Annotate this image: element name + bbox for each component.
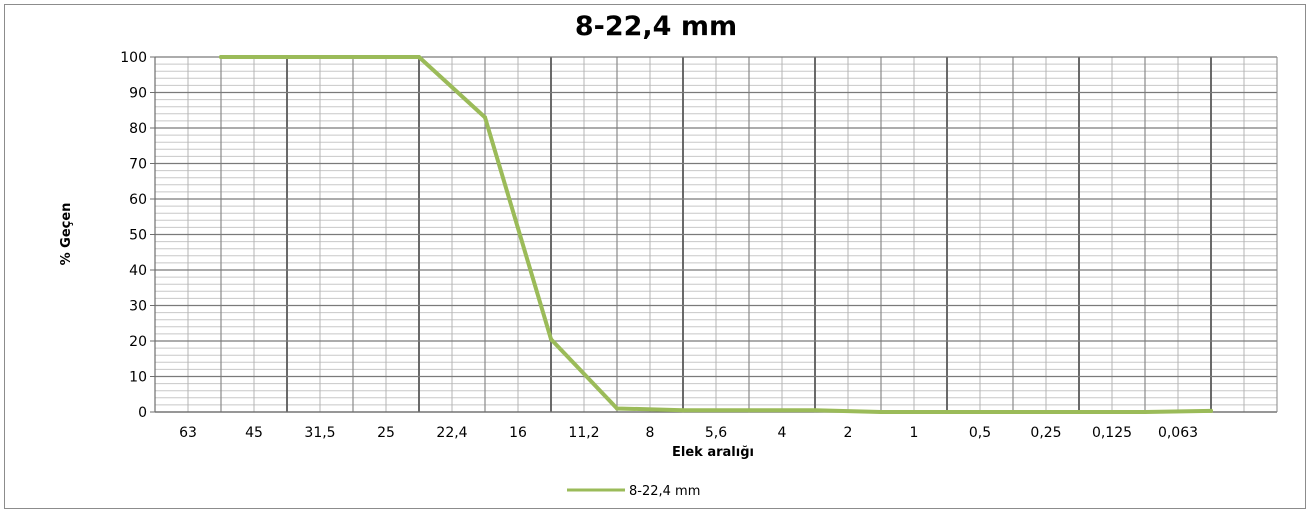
- data-point: [879, 410, 883, 414]
- data-point: [945, 410, 949, 414]
- x-tick-label: 31,5: [304, 425, 335, 441]
- x-tick-label: 11,2: [568, 425, 599, 441]
- y-tick-label: 100: [120, 50, 147, 66]
- x-axis-tick-labels: 63 45 31,5 25 22,4 16 11,2 8 5,6 4 2 1 0,5 0,25 0,125 0…: [179, 425, 1198, 441]
- y-axis-title: % Geçen: [59, 203, 74, 266]
- data-point: [483, 115, 487, 120]
- x-tick-label: 0,5: [969, 425, 991, 441]
- x-tick-label: 8: [646, 425, 655, 441]
- data-point: [681, 408, 685, 413]
- series-layer: [219, 55, 1213, 414]
- data-point: [219, 55, 223, 59]
- x-tick-label: 63: [179, 425, 197, 441]
- data-point: [747, 408, 751, 413]
- legend: 8-22,4 mm: [567, 484, 700, 499]
- x-tick-label: 0,125: [1092, 425, 1132, 441]
- data-point: [1209, 408, 1213, 413]
- x-tick-label: 0,25: [1030, 425, 1061, 441]
- y-tick-label: 20: [129, 334, 147, 350]
- x-tick-label: 4: [778, 425, 787, 441]
- data-point: [1143, 410, 1147, 414]
- y-axis-tick-labels: 0 10 20 30 40 50 60 70 80 90 100: [120, 50, 155, 421]
- y-tick-label: 90: [129, 86, 147, 102]
- data-point: [1011, 410, 1015, 414]
- x-tick-label: 16: [509, 425, 527, 441]
- y-tick-label: 0: [138, 405, 147, 421]
- series-line: [219, 55, 1213, 414]
- chart-svg: 8-22,4 mm 0 10 20 30 40 50 60 70 80 90 100 63 45 31,…: [59, 11, 1278, 499]
- data-point: [1077, 410, 1081, 414]
- chart-title: 8-22,4 mm: [575, 11, 737, 42]
- y-tick-label: 60: [129, 192, 147, 208]
- x-tick-label: 1: [910, 425, 919, 441]
- legend-label: 8-22,4 mm: [629, 484, 700, 499]
- data-point: [351, 55, 355, 59]
- y-tick-label: 10: [129, 370, 147, 386]
- chart-frame: 8-22,4 mm 0 10 20 30 40 50 60 70 80 90 100 63 45 31,…: [4, 4, 1306, 509]
- data-point: [615, 406, 619, 411]
- y-tick-label: 80: [129, 121, 147, 137]
- y-tick-label: 70: [129, 157, 147, 173]
- data-point: [813, 408, 817, 413]
- y-tick-label: 40: [129, 263, 147, 279]
- y-tick-label: 50: [129, 228, 147, 244]
- x-tick-label: 2: [844, 425, 853, 441]
- x-tick-label: 45: [245, 425, 263, 441]
- data-point: [285, 55, 289, 59]
- x-tick-label: 25: [377, 425, 395, 441]
- x-tick-label: 5,6: [705, 425, 727, 441]
- data-point: [549, 337, 553, 342]
- data-point: [417, 55, 421, 59]
- y-tick-label: 30: [129, 299, 147, 315]
- x-tick-label: 0,063: [1158, 425, 1198, 441]
- x-axis-title: Elek aralığı: [672, 445, 754, 460]
- x-tick-label: 22,4: [436, 425, 467, 441]
